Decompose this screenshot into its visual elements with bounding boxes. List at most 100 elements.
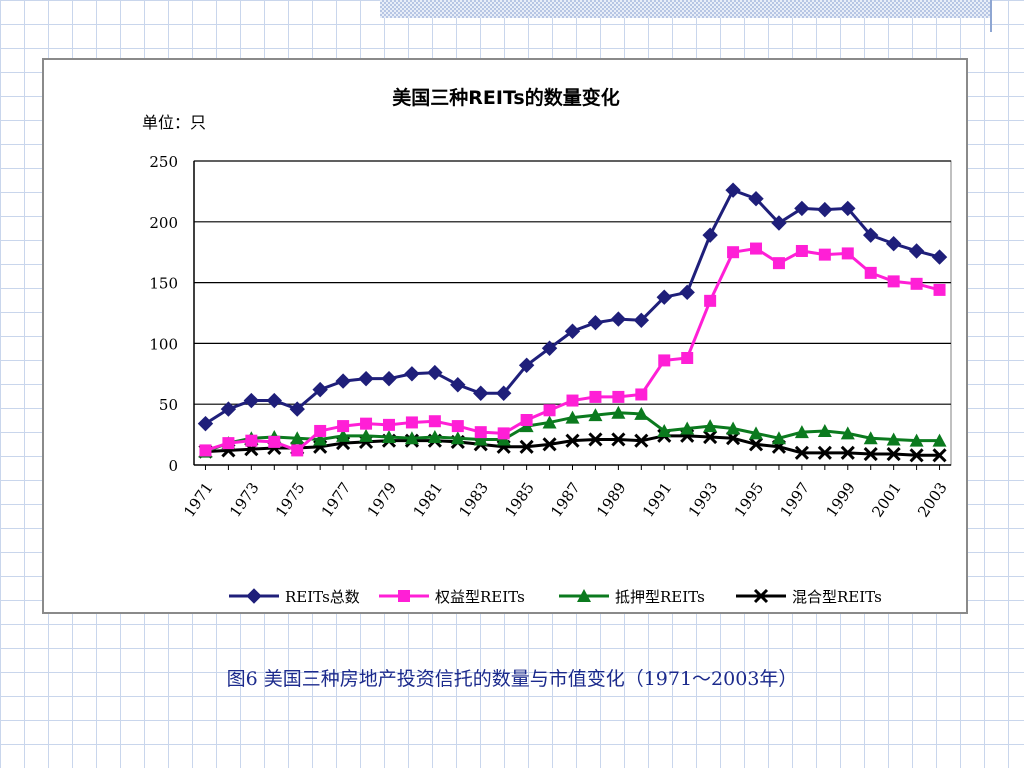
x-tick-label: 1993 xyxy=(685,479,722,521)
data-point xyxy=(519,439,534,454)
data-point xyxy=(336,428,351,442)
data-point xyxy=(863,227,879,243)
data-point xyxy=(427,430,442,444)
data-point xyxy=(404,366,420,382)
data-point xyxy=(451,420,464,433)
data-point xyxy=(817,201,833,218)
x-tick-label: 1997 xyxy=(777,479,814,521)
x-tick-label: 1991 xyxy=(639,479,676,521)
legend-marker xyxy=(246,588,262,604)
data-point xyxy=(840,445,855,460)
x-tick-label: 1979 xyxy=(364,479,401,521)
data-point xyxy=(312,381,328,398)
data-point xyxy=(565,433,580,448)
data-point xyxy=(428,415,441,428)
data-point xyxy=(657,423,672,437)
header-ribbon-edge xyxy=(990,0,992,32)
data-point xyxy=(727,246,740,259)
figure-caption: 图6 美国三种房地产投资信托的数量与市值变化（1971～2003年） xyxy=(226,668,798,690)
data-point xyxy=(588,408,603,422)
legend-label: 权益型REITs xyxy=(435,588,525,606)
data-point xyxy=(611,432,626,447)
y-tick-label: 100 xyxy=(149,335,178,353)
data-point xyxy=(794,200,810,217)
x-tick-label: 1981 xyxy=(409,479,446,521)
data-point xyxy=(543,404,556,417)
x-tick-label: 2003 xyxy=(914,479,951,521)
data-point xyxy=(381,430,396,444)
legend: REITs总数 权益型REITs 抵押型REITs 混合型REITs xyxy=(229,588,882,606)
data-point xyxy=(817,423,832,437)
data-point xyxy=(542,437,557,452)
chart-title: 美国三种REITs的数量变化 xyxy=(392,86,619,109)
data-point xyxy=(497,427,510,440)
data-point xyxy=(634,433,649,448)
data-point xyxy=(908,243,925,259)
data-point xyxy=(932,433,947,447)
data-point xyxy=(291,444,304,457)
data-point xyxy=(725,182,741,198)
y-tick-label: 150 xyxy=(149,275,178,293)
data-point xyxy=(656,289,672,305)
data-point xyxy=(405,416,418,429)
data-point xyxy=(771,431,786,445)
data-point xyxy=(794,425,809,439)
data-point xyxy=(358,370,374,387)
data-point xyxy=(726,421,741,435)
data-point xyxy=(313,432,328,446)
data-point xyxy=(542,415,557,429)
data-point xyxy=(266,392,282,409)
data-point xyxy=(541,340,558,356)
data-point xyxy=(359,428,374,442)
legend-label: 抵押型REITs xyxy=(615,588,705,606)
data-point xyxy=(909,433,924,447)
data-point xyxy=(450,377,466,393)
data-point xyxy=(818,248,831,261)
x-tick-label: 1975 xyxy=(272,479,309,521)
data-point xyxy=(564,323,581,339)
data-point xyxy=(382,418,395,431)
data-point xyxy=(702,227,718,243)
y-tick-label: 0 xyxy=(168,457,178,475)
x-tick-label: 2001 xyxy=(868,479,905,521)
data-point xyxy=(245,434,258,447)
data-point xyxy=(840,200,856,217)
data-point xyxy=(450,431,465,445)
data-point xyxy=(518,357,535,373)
data-point xyxy=(268,435,281,448)
unit-label: 单位：只 xyxy=(142,113,206,132)
data-point xyxy=(289,401,305,417)
data-point xyxy=(750,242,763,255)
data-point xyxy=(910,277,923,290)
data-point xyxy=(566,394,579,407)
data-point xyxy=(404,431,419,445)
data-point xyxy=(381,370,397,387)
data-point xyxy=(290,431,305,445)
data-point xyxy=(335,373,351,389)
data-point xyxy=(679,284,695,301)
legend-marker xyxy=(398,590,410,602)
data-point xyxy=(703,419,718,433)
data-point xyxy=(887,275,900,288)
data-point xyxy=(658,354,671,367)
data-point xyxy=(886,446,901,462)
x-tick-label: 1973 xyxy=(226,479,263,521)
data-point xyxy=(473,385,489,401)
x-tick-label: 1983 xyxy=(455,479,492,521)
data-point xyxy=(220,401,237,417)
data-point xyxy=(587,315,604,331)
data-point xyxy=(360,417,373,430)
data-point xyxy=(589,390,602,403)
data-point xyxy=(932,448,947,463)
chart-frame: 美国三种REITs的数量变化 单位：只 0 50 100 150 200 250 1971 1… xyxy=(42,58,968,614)
data-point xyxy=(840,426,855,440)
x-tick-label: 1985 xyxy=(501,479,538,521)
x-tick-label: 1989 xyxy=(593,479,630,521)
data-point xyxy=(749,426,764,440)
legend-marker xyxy=(577,589,591,602)
data-point xyxy=(704,294,717,307)
data-point xyxy=(473,432,488,446)
data-point xyxy=(337,420,350,433)
data-point xyxy=(520,414,533,427)
